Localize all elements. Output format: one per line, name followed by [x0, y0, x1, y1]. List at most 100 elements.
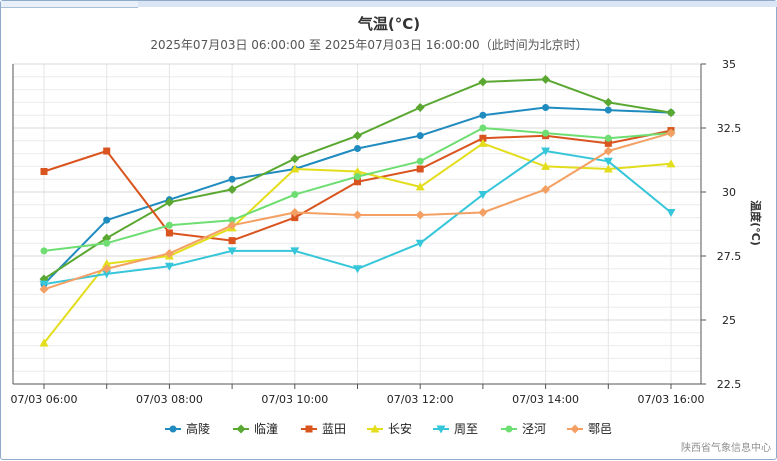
- data-point: [103, 147, 111, 155]
- chart-title: 气温(°C): [357, 15, 420, 33]
- legend-item: 周至: [433, 422, 478, 436]
- data-point: [228, 175, 236, 183]
- data-point: [415, 239, 425, 248]
- legend-item: 蓝田: [301, 422, 346, 436]
- data-point: [228, 237, 236, 245]
- data-point: [103, 216, 111, 224]
- data-point: [604, 139, 612, 147]
- data-point: [354, 173, 361, 181]
- x-tick-label: 07/03 06:00: [11, 393, 78, 406]
- y-tick-label: 35: [722, 58, 736, 71]
- data-point: [416, 157, 424, 165]
- data-point: [102, 259, 112, 268]
- legend-item: 鄠邑: [567, 422, 612, 436]
- data-point: [227, 247, 237, 256]
- data-point: [290, 154, 300, 164]
- data-point: [542, 104, 550, 112]
- x-tick-label: 07/03 12:00: [387, 393, 454, 406]
- x-tick-label: 07/03 10:00: [261, 393, 328, 406]
- data-point: [478, 191, 488, 200]
- legend-label: 蓝田: [322, 422, 346, 436]
- legend-marker: [370, 424, 380, 433]
- legend-item: 长安: [367, 421, 412, 436]
- data-point: [541, 184, 551, 194]
- data-point: [666, 128, 676, 138]
- data-point: [102, 264, 112, 274]
- data-point: [102, 270, 112, 279]
- data-point: [603, 146, 613, 156]
- grid: [13, 63, 701, 385]
- y-tick-label: 32.5: [717, 122, 742, 135]
- y-tick-label: 27.5: [717, 250, 742, 263]
- data-point: [478, 207, 488, 217]
- data-point: [39, 284, 49, 294]
- data-point: [603, 157, 613, 166]
- data-point: [416, 165, 424, 173]
- data-point: [354, 178, 361, 186]
- data-point: [290, 164, 300, 173]
- legend: 高陵 临潼 蓝田 长安 周至 泾河 鄠邑: [165, 421, 612, 436]
- chart-subtitle: 2025年07月03日 06:00:00 至 2025年07月03日 16:00…: [150, 38, 587, 52]
- data-point: [666, 208, 676, 217]
- data-point: [541, 74, 551, 84]
- data-point: [291, 214, 299, 222]
- data-point: [228, 216, 236, 224]
- data-point: [479, 124, 487, 132]
- data-point: [227, 184, 237, 194]
- data-point: [478, 77, 488, 87]
- legend-marker: [505, 425, 513, 433]
- data-point: [666, 108, 676, 118]
- legend-item: 高陵: [165, 421, 210, 436]
- legend-label: 周至: [454, 422, 478, 436]
- data-point: [353, 167, 362, 176]
- data-point: [165, 229, 173, 237]
- x-tick-label: 07/03 08:00: [136, 393, 203, 406]
- data-point: [666, 159, 676, 168]
- legend-label: 泾河: [522, 422, 546, 436]
- data-point: [102, 233, 112, 243]
- data-point: [415, 210, 425, 220]
- series-2: [39, 74, 676, 284]
- x-tick-label: 07/03 16:00: [638, 393, 705, 406]
- data-point: [353, 131, 362, 141]
- data-point: [291, 191, 299, 199]
- y-axis-title: 温度(°C): [749, 200, 763, 246]
- data-point: [479, 134, 487, 142]
- y-tick-label: 30: [722, 186, 736, 199]
- data-point: [415, 182, 425, 191]
- series-5: [39, 147, 676, 289]
- credit-text: 陕西省气象信息中心: [681, 441, 771, 454]
- data-point: [541, 147, 551, 156]
- data-point: [290, 247, 300, 256]
- legend-marker: [570, 424, 580, 434]
- data-point: [354, 144, 361, 152]
- legend-item: 临潼: [233, 421, 278, 436]
- data-point: [603, 164, 613, 173]
- data-point: [227, 220, 237, 230]
- data-point: [353, 210, 362, 220]
- axes: 22.5 25 27.5 30 32.5 35 07/03 06:00 07/03 08:00…: [11, 58, 742, 406]
- legend-marker: [305, 425, 313, 433]
- data-point: [604, 106, 612, 114]
- legend-marker: [169, 425, 177, 433]
- data-point: [165, 221, 173, 229]
- data-point: [353, 265, 362, 274]
- legend-label: 临潼: [254, 421, 278, 436]
- top-toolbar: [1, 1, 777, 7]
- data-point: [416, 132, 424, 140]
- data-point: [541, 161, 551, 170]
- tab-strip[interactable]: [1, 1, 138, 8]
- legend-label: 长安: [388, 421, 412, 436]
- data-point: [40, 168, 48, 176]
- data-point: [479, 111, 487, 119]
- series-7: [39, 128, 676, 294]
- data-point: [39, 338, 49, 347]
- legend-marker: [236, 424, 246, 434]
- legend-item: 泾河: [501, 422, 546, 436]
- data-point: [164, 248, 174, 258]
- y-tick-label: 25: [722, 314, 736, 327]
- series-layer: [39, 74, 676, 347]
- data-point: [603, 97, 613, 107]
